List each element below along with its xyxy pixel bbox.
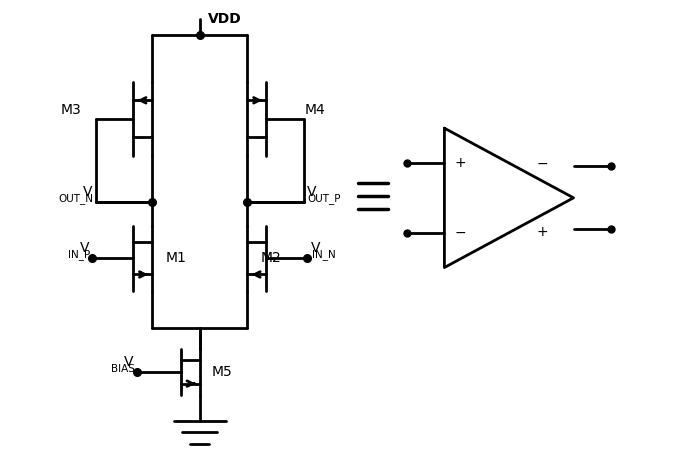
Text: OUT_N: OUT_N bbox=[59, 193, 94, 204]
Text: BIAS: BIAS bbox=[111, 364, 134, 374]
Text: IN_P: IN_P bbox=[68, 250, 90, 260]
Text: V: V bbox=[307, 185, 316, 199]
Text: OUT_P: OUT_P bbox=[308, 193, 341, 204]
Text: VDD: VDD bbox=[208, 12, 242, 26]
Text: V: V bbox=[83, 185, 92, 199]
Text: IN_N: IN_N bbox=[312, 250, 336, 260]
Text: +: + bbox=[536, 225, 548, 238]
Text: M3: M3 bbox=[60, 102, 81, 117]
Text: M2: M2 bbox=[261, 251, 282, 265]
Text: −: − bbox=[455, 226, 466, 240]
Text: V: V bbox=[310, 241, 320, 255]
Text: M5: M5 bbox=[212, 365, 233, 379]
Text: V: V bbox=[124, 355, 133, 369]
Text: M4: M4 bbox=[305, 102, 325, 117]
Text: M1: M1 bbox=[166, 251, 187, 265]
Text: +: + bbox=[455, 156, 466, 170]
Text: V: V bbox=[79, 241, 89, 255]
Text: −: − bbox=[536, 157, 548, 171]
